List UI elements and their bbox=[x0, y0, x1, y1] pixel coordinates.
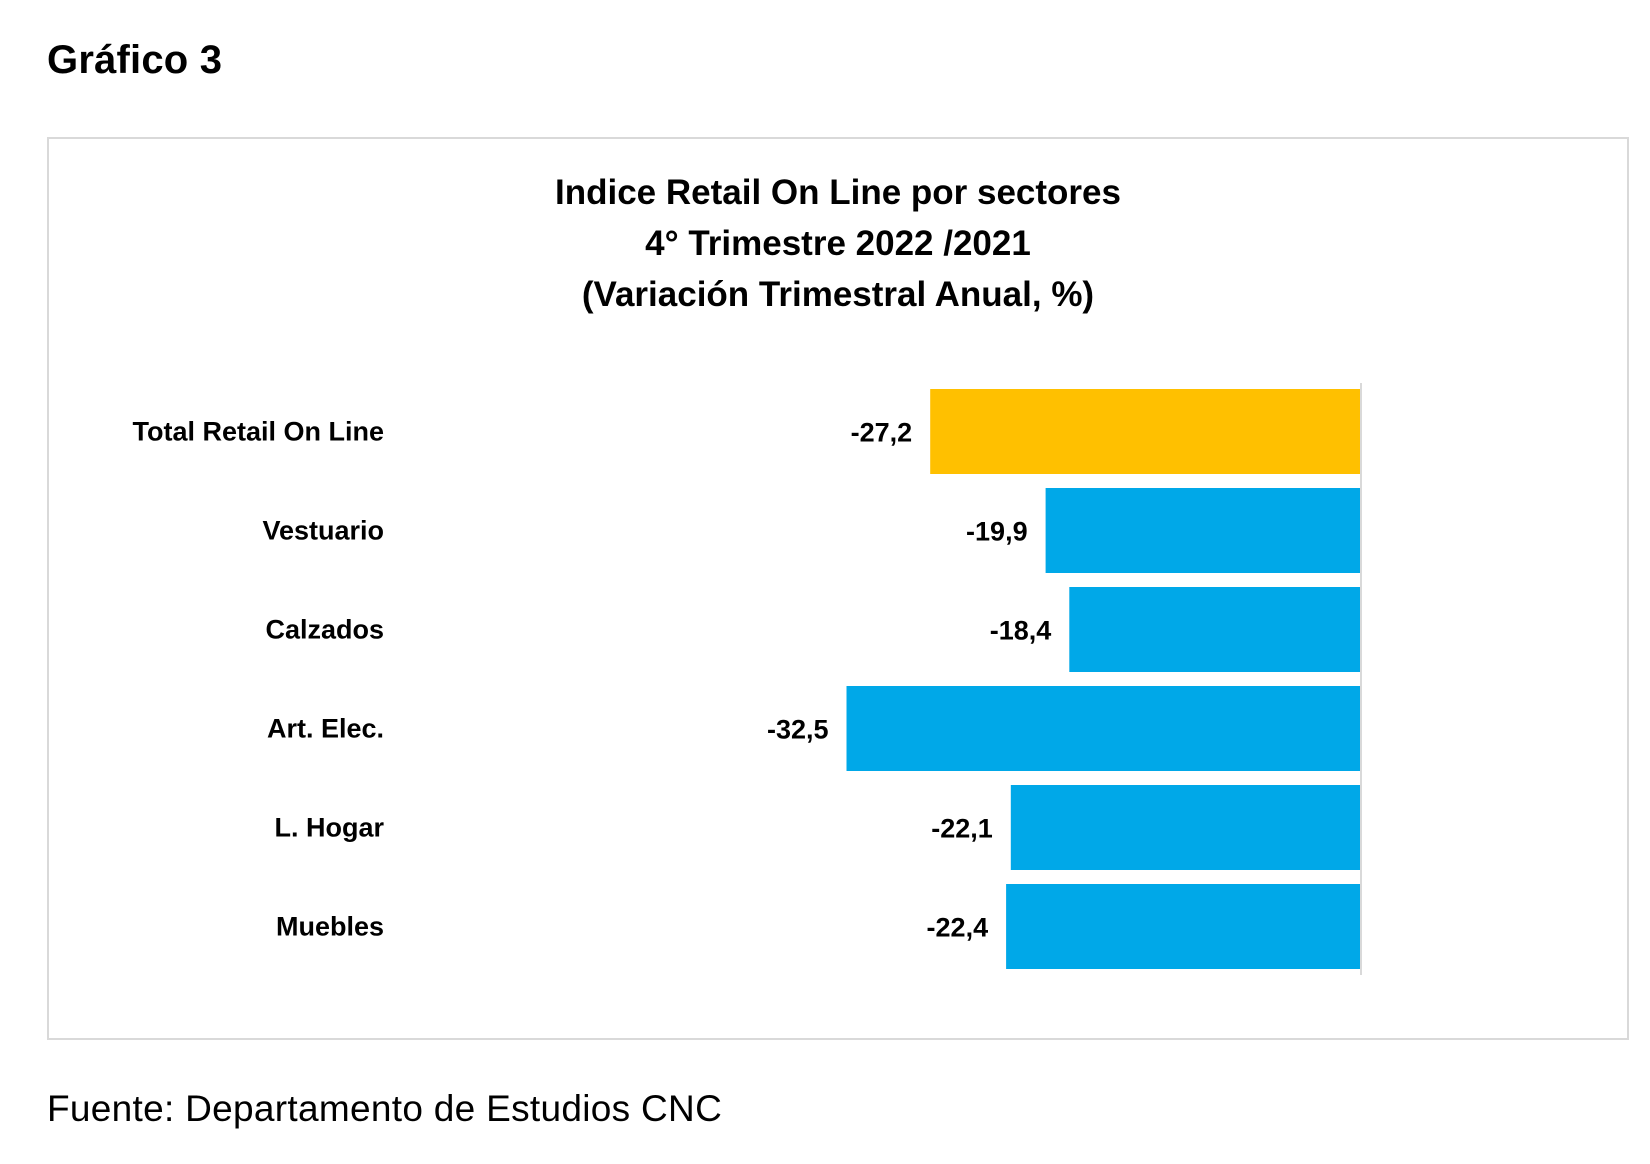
category-label-4: L. Hogar bbox=[274, 813, 384, 843]
chart-title-line-1: Indice Retail On Line por sectores bbox=[555, 173, 1121, 212]
category-label-5: Muebles bbox=[276, 912, 384, 942]
value-label-2: -18,4 bbox=[990, 616, 1052, 646]
bar-1 bbox=[1045, 488, 1360, 573]
bar-5 bbox=[1006, 884, 1360, 969]
bar-4 bbox=[1010, 785, 1360, 870]
chart-title: Indice Retail On Line por sectores 4° Tr… bbox=[49, 167, 1627, 320]
value-label-5: -22,4 bbox=[927, 913, 989, 943]
value-label-3: -32,5 bbox=[767, 715, 829, 745]
chart-frame: Indice Retail On Line por sectores 4° Tr… bbox=[47, 137, 1629, 1040]
chart-title-line-2: 4° Trimestre 2022 /2021 bbox=[645, 224, 1031, 263]
figure-label: Gráfico 3 bbox=[47, 38, 223, 82]
value-label-1: -19,9 bbox=[966, 517, 1028, 547]
category-label-0: Total Retail On Line bbox=[132, 417, 384, 447]
bar-2 bbox=[1069, 587, 1360, 672]
value-label-4: -22,1 bbox=[931, 814, 993, 844]
category-label-3: Art. Elec. bbox=[267, 714, 384, 744]
category-label-2: Calzados bbox=[265, 615, 384, 645]
chart-title-line-3: (Variación Trimestral Anual, %) bbox=[581, 275, 1095, 314]
bar-3 bbox=[846, 686, 1360, 771]
bar-chart: -27,2 Total Retail On Line -19,9 Vestuario -… bbox=[132, 383, 1362, 975]
bar-0 bbox=[930, 389, 1360, 474]
value-label-0: -27,2 bbox=[851, 418, 913, 448]
source-note: Fuente: Departamento de Estudios CNC bbox=[47, 1088, 723, 1129]
category-label-1: Vestuario bbox=[262, 516, 384, 546]
